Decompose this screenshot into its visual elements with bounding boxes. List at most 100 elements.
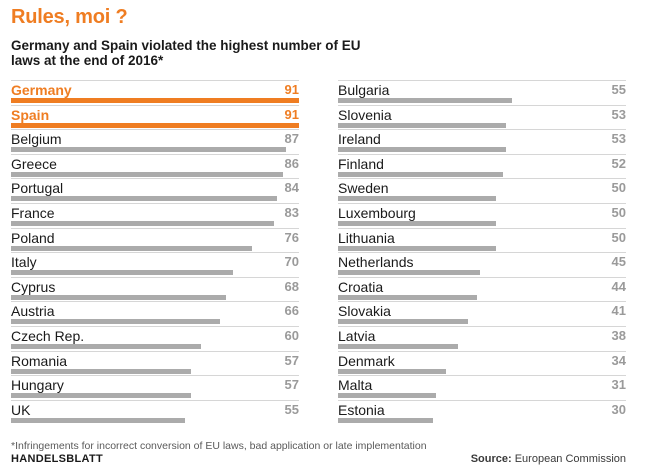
bar-row: Ireland 53	[338, 129, 626, 154]
bar	[338, 122, 506, 128]
row-divider	[338, 301, 626, 303]
value-label: 30	[611, 401, 626, 417]
bar-row: Belgium 87	[11, 129, 299, 154]
row-divider	[338, 178, 626, 180]
bar-row: Bulgaria 55	[338, 80, 626, 105]
bar	[11, 368, 192, 374]
bar-row: Lithuania 50	[338, 227, 626, 253]
bar	[11, 343, 201, 349]
category-label: Malta	[338, 377, 373, 394]
category-label: Greece	[11, 155, 57, 172]
category-label: Slovakia	[338, 303, 391, 320]
bar-row: Malta 31	[338, 375, 626, 400]
value-label: 87	[284, 131, 299, 147]
row-divider	[338, 129, 626, 131]
bar-row: Greece 86	[11, 153, 299, 179]
bar	[338, 98, 513, 103]
value-label: 76	[284, 229, 299, 245]
category-label: Luxembourg	[338, 204, 416, 221]
row-divider	[338, 153, 626, 155]
bar-row: Croatia 44	[338, 276, 626, 302]
bar-row: Denmark 34	[338, 350, 626, 376]
category-label: Bulgaria	[338, 82, 390, 98]
category-label: Portugal	[11, 180, 64, 197]
category-label: Austria	[11, 303, 55, 320]
value-label: 31	[611, 377, 626, 393]
category-label: Poland	[11, 229, 55, 246]
bar	[11, 171, 284, 177]
bar-row: Czech Rep. 60	[11, 325, 299, 351]
bar-row: Austria 66	[11, 301, 299, 326]
bar-row: Italy 70	[11, 252, 299, 277]
row-divider	[338, 399, 626, 401]
category-label: Spain	[11, 106, 50, 123]
category-label: UK	[11, 401, 31, 418]
bar	[11, 319, 220, 325]
chart-subtitle: Germany and Spain violated the highest n…	[11, 38, 361, 68]
bar	[338, 343, 459, 349]
bar	[338, 147, 506, 153]
bar-row: Netherlands 45	[338, 252, 626, 277]
category-label: Cyprus	[11, 278, 56, 295]
category-label: Italy	[11, 254, 37, 271]
value-label: 57	[284, 377, 299, 393]
bar-row: Germany 91	[11, 80, 299, 105]
bar	[338, 319, 468, 325]
bar	[11, 393, 192, 399]
row-divider	[11, 325, 299, 327]
value-label: 84	[284, 180, 299, 196]
value-label: 45	[611, 254, 626, 270]
category-label: Hungary	[11, 377, 64, 394]
bar-column-left: Germany 91 Spain 91 Belgium 87 Greece 86 Portuga…	[11, 80, 299, 424]
row-divider	[11, 252, 299, 254]
footnote: *Infringements for incorrect conversion …	[11, 440, 427, 452]
chart-title: Rules, moi ?	[11, 6, 128, 28]
value-label: 60	[284, 327, 299, 343]
value-label: 57	[284, 352, 299, 368]
bar	[11, 417, 186, 423]
bar-row: Latvia 38	[338, 325, 626, 351]
value-label: 70	[284, 254, 299, 270]
bar	[338, 220, 497, 226]
value-label: 53	[611, 131, 626, 147]
row-divider	[338, 227, 626, 229]
value-label: 91	[284, 106, 299, 122]
value-label: 55	[611, 82, 626, 97]
value-label: 38	[611, 327, 626, 343]
value-label: 91	[284, 82, 299, 97]
bar	[11, 220, 274, 226]
row-divider	[338, 350, 626, 352]
value-label: 41	[611, 303, 626, 319]
bar	[338, 417, 433, 423]
value-label: 34	[611, 352, 626, 368]
value-label: 44	[611, 278, 626, 294]
bar-row: Hungary 57	[11, 375, 299, 400]
category-label: Ireland	[338, 131, 381, 148]
row-divider	[338, 375, 626, 377]
row-divider	[11, 178, 299, 180]
brand-logo-text: HANDELSBLATT	[11, 453, 103, 465]
bar-row: France 83	[11, 202, 299, 228]
bar	[11, 147, 287, 153]
row-divider	[11, 202, 299, 204]
bar-row: Estonia 30	[338, 399, 626, 425]
bar	[338, 270, 481, 276]
row-divider	[338, 276, 626, 278]
row-divider	[11, 227, 299, 229]
value-label: 52	[611, 155, 626, 171]
row-divider	[11, 301, 299, 303]
bar	[11, 270, 233, 276]
row-divider	[11, 153, 299, 155]
row-divider	[11, 80, 299, 81]
bar-row: Cyprus 68	[11, 276, 299, 302]
category-label: Latvia	[338, 327, 376, 344]
value-label: 83	[284, 204, 299, 220]
value-label: 55	[284, 401, 299, 417]
bar-row: UK 55	[11, 399, 299, 425]
category-label: Belgium	[11, 131, 62, 148]
bar	[338, 294, 478, 300]
category-label: Estonia	[338, 401, 385, 418]
bar	[11, 98, 299, 103]
category-label: France	[11, 204, 55, 221]
bar-row: Slovenia 53	[338, 104, 626, 130]
